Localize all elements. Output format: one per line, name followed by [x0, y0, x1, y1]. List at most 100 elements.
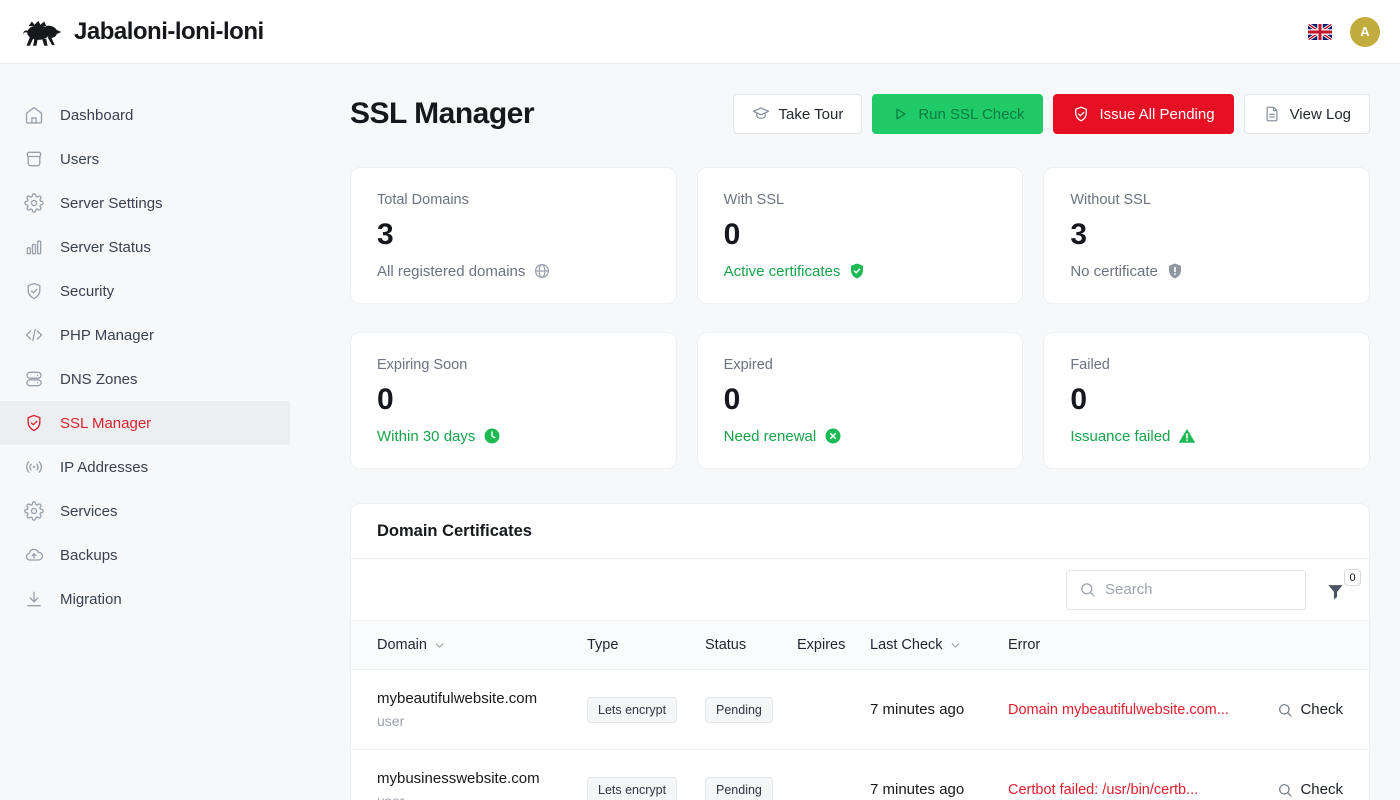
sidebar-item-server-settings[interactable]: Server Settings [0, 181, 305, 225]
chevron-down-icon [951, 642, 959, 648]
boar-logo-icon [23, 20, 62, 46]
search-input[interactable] [1105, 581, 1293, 598]
gear-icon [24, 501, 44, 521]
issue-all-pending-button[interactable]: Issue All Pending [1053, 94, 1234, 134]
sidebar: Dashboard Users Server Settings Server S… [0, 64, 305, 800]
avatar[interactable]: A [1350, 16, 1380, 47]
stat-card-with-ssl: With SSL 0 Active certificates [696, 167, 1024, 304]
column-header-status: Status [705, 637, 747, 653]
stat-card-expired: Expired 0 Need renewal [696, 332, 1024, 469]
button-label: View Log [1289, 105, 1351, 123]
view-log-button[interactable]: View Log [1243, 94, 1370, 134]
type-badge: Lets encrypt [587, 696, 678, 723]
broadcast-icon [26, 461, 42, 473]
panel-title: Domain Certificates [377, 521, 532, 540]
status-badge: Pending [705, 696, 773, 723]
domain-name[interactable]: mybeautifulwebsite.com [377, 690, 538, 707]
stat-label: Expired [723, 357, 773, 373]
column-header-domain[interactable]: Domain [377, 637, 587, 653]
shield-exclamation-icon [1168, 263, 1181, 279]
stat-label: Total Domains [377, 192, 469, 208]
button-label: Issue All Pending [1099, 105, 1215, 123]
sidebar-item-label: SSL Manager [60, 414, 152, 432]
stat-card-total-domains: Total Domains 3 All registered domains [350, 167, 677, 304]
x-circle-icon [825, 428, 841, 444]
sidebar-item-ip-addresses[interactable]: IP Addresses [0, 445, 305, 489]
sidebar-item-label: Server Settings [60, 194, 163, 212]
sidebar-item-label: PHP Manager [60, 326, 154, 344]
stat-label: Expiring Soon [377, 357, 468, 373]
domain-name[interactable]: mybusinesswebsite.com [377, 770, 540, 787]
filter-count-badge: 0 [1344, 569, 1361, 586]
shield-check-icon [27, 414, 41, 432]
sidebar-item-label: Dashboard [60, 106, 134, 124]
stat-value: 0 [723, 218, 741, 251]
sidebar-item-services[interactable]: Services [0, 489, 305, 533]
take-tour-button[interactable]: Take Tour [732, 94, 863, 134]
sidebar-item-label: Server Status [60, 238, 151, 256]
stat-card-without-ssl: Without SSL 3 No certificate [1043, 167, 1370, 304]
run-ssl-check-button[interactable]: Run SSL Check [872, 94, 1044, 134]
error-message[interactable]: Domain mybeautifulwebsite.com... [1008, 701, 1229, 718]
sidebar-item-backups[interactable]: Backups [0, 533, 305, 577]
column-header-error: Error [1008, 637, 1041, 653]
domain-user: user [377, 713, 405, 729]
shield-check-icon [27, 282, 41, 300]
sidebar-item-ssl-manager[interactable]: SSL Manager [0, 401, 290, 445]
bar-chart-icon [26, 240, 42, 255]
stat-value: 0 [723, 383, 741, 416]
download-icon [27, 591, 41, 607]
sidebar-item-users[interactable]: Users [0, 137, 305, 181]
sidebar-item-php-manager[interactable]: PHP Manager [0, 313, 305, 357]
sidebar-item-label: DNS Zones [60, 370, 138, 388]
code-icon [25, 328, 43, 342]
stat-note: Within 30 days [377, 427, 476, 445]
page-title: SSL Manager [350, 97, 535, 130]
play-icon [896, 108, 906, 120]
stat-value: 0 [1070, 383, 1088, 416]
sidebar-item-label: IP Addresses [60, 458, 149, 476]
sidebar-item-label: Services [60, 502, 118, 520]
button-label: Run SSL Check [918, 105, 1025, 123]
table-row: mybusinesswebsite.com user Lets encrypt … [351, 750, 1369, 800]
shield-check-icon [1075, 106, 1088, 122]
sidebar-item-migration[interactable]: Migration [0, 577, 305, 621]
cloud-upload-icon [25, 548, 44, 561]
sidebar-item-security[interactable]: Security [0, 269, 305, 313]
main-content: SSL Manager Take Tour Run SSL Check Issu… [305, 64, 1400, 800]
check-label: Check [1300, 701, 1343, 718]
stat-card-failed: Failed 0 Issuance failed [1043, 332, 1370, 469]
sidebar-item-dns-zones[interactable]: DNS Zones [0, 357, 305, 401]
document-icon [1266, 106, 1278, 122]
sidebar-item-label: Security [60, 282, 115, 300]
type-badge: Lets encrypt [587, 776, 678, 800]
sidebar-item-server-status[interactable]: Server Status [0, 225, 305, 269]
sidebar-item-dashboard[interactable]: Dashboard [0, 93, 305, 137]
warning-triangle-icon [1179, 428, 1196, 443]
column-header-last-check[interactable]: Last Check [870, 637, 1008, 653]
button-label: Take Tour [778, 105, 844, 123]
sidebar-item-label: Migration [60, 590, 122, 608]
column-header-type: Type [587, 637, 619, 653]
table-header: Domain Type Status Expires Last Check Er… [351, 620, 1369, 670]
stat-value: 3 [1070, 218, 1088, 251]
stat-value: 0 [377, 383, 394, 416]
filter-funnel-icon [1328, 585, 1343, 600]
stat-label: With SSL [723, 192, 785, 208]
language-flag-icon[interactable] [1308, 23, 1332, 40]
graduation-cap-icon [752, 107, 769, 119]
filter-button[interactable]: 0 [1324, 569, 1361, 603]
stat-note: Need renewal [723, 427, 817, 445]
check-button[interactable]: Check [1247, 701, 1343, 718]
home-icon [25, 106, 43, 124]
check-button[interactable]: Check [1247, 781, 1343, 798]
brand[interactable]: Jabaloni-loni-loni [20, 16, 264, 48]
stat-note: Active certificates [723, 262, 841, 280]
magnifier-icon [1279, 783, 1293, 797]
users-drawer-icon [26, 151, 42, 167]
domain-user: user [377, 793, 587, 800]
status-badge: Pending [705, 776, 773, 800]
error-message[interactable]: Certbot failed: /usr/bin/certb... [1008, 781, 1199, 798]
clock-icon [484, 428, 500, 444]
globe-icon [535, 263, 550, 279]
